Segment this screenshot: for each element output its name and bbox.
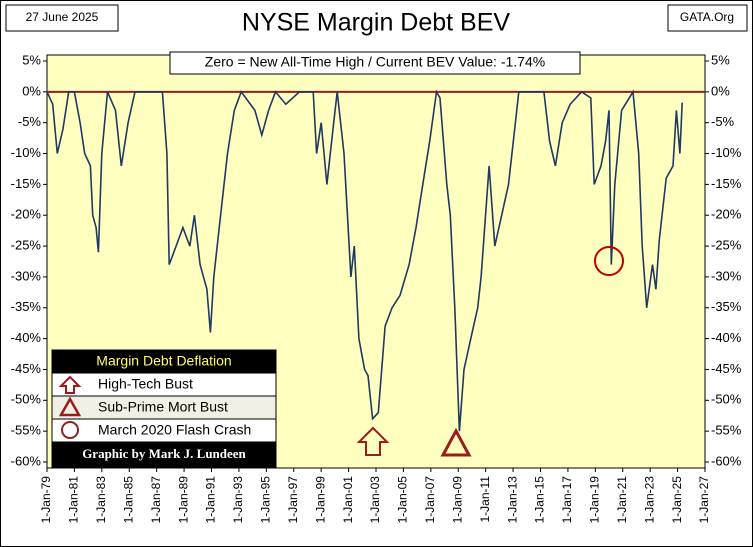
legend-entry: High-Tech Bust: [98, 376, 193, 392]
x-tick-label: 1-Jan-81: [67, 476, 81, 524]
date-box: [5, 4, 119, 32]
x-tick-label: 1-Jan-99: [313, 476, 327, 524]
y-tick-label: -15%: [11, 176, 42, 191]
y-tick-label: -35%: [11, 299, 42, 314]
x-tick-label: 1-Jan-87: [149, 476, 163, 524]
x-tick-label: 1-Jan-15: [533, 476, 547, 524]
x-tick-label: 1-Jan-79: [39, 476, 53, 524]
y-tick-label: -10%: [11, 145, 42, 160]
x-tick-label: 1-Jan-25: [670, 476, 684, 524]
x-tick-label: 1-Jan-95: [259, 476, 273, 524]
y-tick-label-right: -50%: [711, 392, 742, 407]
x-tick-label: 1-Jan-01: [341, 476, 355, 524]
y-tick-label: -5%: [18, 114, 42, 129]
y-tick-label: -20%: [11, 207, 42, 222]
credit: Graphic by Mark J. Lundeen: [82, 446, 246, 461]
sub-prime-marker: [440, 427, 472, 457]
y-tick-label: -40%: [11, 330, 42, 345]
y-tick-label-right: 5%: [711, 52, 730, 67]
legend: Margin Debt Deflation High-Tech Bust Sub…: [51, 349, 277, 468]
source-box: [667, 4, 748, 32]
legend-header: [52, 350, 276, 373]
series-line: [46, 89, 683, 432]
x-tick-label: 1-Jan-27: [697, 476, 711, 524]
x-tick-label: 1-Jan-17: [560, 476, 574, 524]
x-tick-label: 1-Jan-03: [368, 476, 382, 524]
y-tick-label-right: 0%: [711, 83, 730, 98]
y-tick-label: -30%: [11, 268, 42, 283]
source: GATA.Org: [680, 10, 734, 24]
y-tick-label: 0%: [22, 83, 41, 98]
y-tick-label-right: -60%: [711, 453, 742, 468]
legend-entry: Sub-Prime Mort Bust: [98, 399, 228, 415]
x-tick-label: 1-Jan-11: [478, 476, 492, 523]
flash-crash-marker: [594, 246, 624, 276]
x-tick-label: 1-Jan-85: [121, 476, 135, 524]
date: 27 June 2025: [26, 10, 99, 24]
x-tick-label: 1-Jan-93: [231, 476, 245, 524]
credit-box: [52, 442, 276, 467]
x-tick-label: 1-Jan-23: [642, 476, 656, 524]
x-tick-label: 1-Jan-05: [396, 476, 410, 524]
x-tick-label: 1-Jan-83: [94, 476, 108, 524]
y-tick-label: -55%: [11, 423, 42, 438]
x-tick-label: 1-Jan-07: [423, 476, 437, 524]
y-tick-label: -45%: [11, 361, 42, 376]
x-tick-label: 1-Jan-09: [450, 476, 464, 524]
legend-title: Margin Debt Deflation: [96, 353, 231, 369]
y-tick-label: -25%: [11, 238, 42, 253]
arrow-icon: [58, 375, 82, 394]
y-tick-label-right: -15%: [711, 176, 742, 191]
y-tick-label-right: -10%: [711, 145, 742, 160]
legend-entry: March 2020 Flash Crash: [98, 422, 251, 438]
y-tick-label-right: -20%: [711, 207, 742, 222]
y-tick-label-right: -25%: [711, 238, 742, 253]
subtitle-box: [169, 51, 581, 75]
triangle-icon: [58, 396, 82, 417]
x-tick-label: 1-Jan-89: [176, 476, 190, 524]
x-tick-label: 1-Jan-21: [615, 476, 629, 524]
y-tick-label-right: -35%: [711, 299, 742, 314]
y-tick-label: -60%: [11, 453, 42, 468]
high-tech-marker: [356, 426, 390, 456]
x-tick-label: 1-Jan-19: [588, 476, 602, 524]
x-tick-label: 1-Jan-97: [286, 476, 300, 524]
y-tick-label-right: -45%: [711, 361, 742, 376]
y-tick-label: -50%: [11, 392, 42, 407]
chart-title: NYSE Margin Debt BEV: [242, 9, 510, 37]
y-tick-label-right: -30%: [711, 268, 742, 283]
circle-icon: [61, 421, 79, 439]
x-tick-label: 1-Jan-13: [505, 476, 519, 524]
y-tick-label-right: -55%: [711, 423, 742, 438]
y-tick-label: 5%: [22, 52, 41, 67]
subtitle: Zero = New All-Time High / Current BEV V…: [205, 54, 545, 70]
y-tick-label-right: -5%: [711, 114, 735, 129]
x-tick-label: 1-Jan-91: [204, 476, 218, 524]
y-tick-label-right: -40%: [711, 330, 742, 345]
